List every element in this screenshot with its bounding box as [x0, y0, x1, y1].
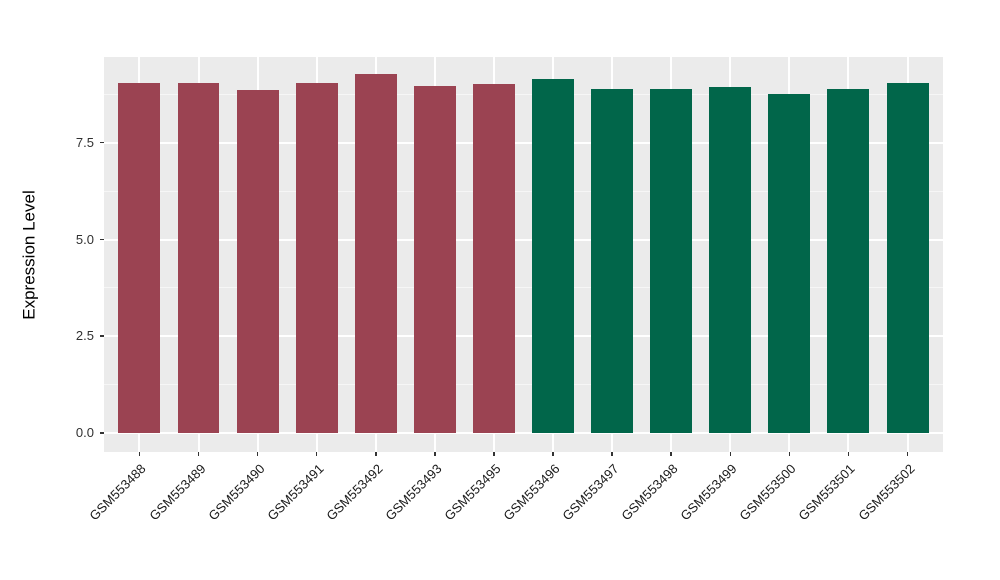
x-tick-mark: [906, 452, 909, 456]
bar: [413, 85, 456, 433]
gridline-minor: [104, 94, 943, 96]
plot-panel: [104, 57, 943, 452]
bar: [768, 93, 811, 433]
bar: [709, 86, 752, 433]
x-tick-label: GSM553495: [441, 461, 504, 524]
x-tick-mark: [788, 452, 791, 456]
y-axis-title: Expression Level: [20, 189, 39, 320]
x-tick-label: GSM553496: [500, 461, 563, 524]
bar: [177, 83, 220, 433]
y-axis-title-wrap: Expression Level: [0, 57, 100, 452]
x-tick-mark: [315, 452, 318, 456]
gridline-major: [104, 335, 943, 338]
x-tick-mark: [670, 452, 672, 456]
bar: [118, 82, 161, 433]
y-tick-mark: [100, 238, 104, 241]
y-tick-mark: [100, 432, 104, 434]
y-tick-label: 5.0: [75, 231, 94, 247]
x-tick-mark: [256, 452, 259, 456]
x-tick-label: GSM553490: [205, 461, 268, 524]
y-tick-label: 7.5: [75, 134, 94, 150]
x-tick-mark: [729, 452, 732, 456]
x-tick-mark: [611, 452, 613, 456]
gridline-minor: [104, 287, 943, 289]
x-tick-mark: [375, 452, 377, 456]
x-tick-mark: [138, 452, 141, 456]
bar: [472, 83, 515, 433]
bar: [886, 83, 929, 433]
x-tick-label: GSM553489: [145, 461, 209, 524]
bar: [650, 88, 693, 433]
x-tick-mark: [197, 452, 200, 456]
bar: [354, 74, 397, 433]
gridline-minor: [104, 190, 943, 192]
gridline-minor: [104, 384, 943, 386]
bar: [532, 78, 574, 433]
x-tick-label: GSM553499: [677, 461, 740, 524]
x-tick-label: GSM553502: [854, 461, 918, 524]
x-tick-label: GSM553498: [618, 461, 681, 524]
x-tick-mark: [493, 452, 495, 456]
bar: [591, 88, 634, 433]
y-tick-mark: [100, 141, 104, 144]
x-tick-label: GSM553492: [323, 461, 386, 524]
x-tick-mark: [847, 452, 850, 456]
bar: [827, 88, 870, 433]
x-tick-label: GSM553501: [795, 461, 859, 524]
gridline-major: [104, 238, 943, 241]
bar: [295, 83, 338, 433]
x-tick-label: GSM553500: [736, 461, 799, 524]
gridline-major: [104, 432, 943, 434]
x-tick-mark: [434, 452, 436, 456]
x-tick-label: GSM553491: [264, 461, 327, 524]
x-tick-label: GSM553497: [559, 461, 622, 524]
y-tick-label: 2.5: [75, 328, 94, 344]
x-tick-label: GSM553488: [86, 461, 150, 524]
y-tick-label: 0.0: [75, 425, 94, 440]
x-tick-label: GSM553493: [382, 461, 445, 524]
y-tick-mark: [100, 335, 104, 337]
x-tick-mark: [552, 452, 554, 456]
gridline-major: [104, 141, 943, 144]
bar: [236, 89, 279, 433]
